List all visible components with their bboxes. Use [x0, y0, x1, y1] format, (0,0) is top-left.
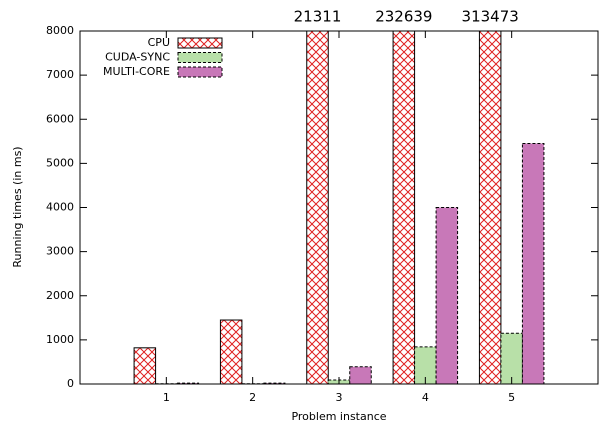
- bar: [478, 31, 502, 384]
- y-tick-label: 4000: [46, 201, 74, 214]
- x-tick-label: 3: [336, 391, 343, 404]
- legend-label: CPU: [148, 36, 170, 49]
- bar: [521, 143, 545, 384]
- y-tick-label: 5000: [46, 156, 74, 169]
- value-label: 21311: [294, 8, 342, 26]
- y-tick-label: 0: [67, 377, 74, 390]
- y-tick-label: 6000: [46, 112, 74, 125]
- x-tick-label: 4: [422, 391, 429, 404]
- legend-label: MULTI-CORE: [103, 65, 170, 78]
- value-label: 313473: [462, 8, 519, 26]
- y-tick-label: 7000: [46, 68, 74, 81]
- plot-frame: [79, 30, 599, 385]
- x-tick-label: 5: [508, 391, 515, 404]
- y-tick-label: 8000: [46, 24, 74, 37]
- bar: [133, 347, 157, 384]
- x-tick-label: 2: [249, 391, 256, 404]
- bar: [306, 31, 329, 384]
- x-axis-label: Problem instance: [291, 410, 386, 423]
- y-tick-label: 2000: [46, 289, 74, 302]
- bar: [392, 31, 416, 384]
- bar: [500, 332, 523, 384]
- legend-swatch: [177, 66, 223, 78]
- y-tick-label: 3000: [46, 245, 74, 258]
- legend-swatch: [177, 52, 223, 63]
- value-label: 232639: [375, 8, 432, 26]
- y-tick-label: 1000: [46, 333, 74, 346]
- legend-label: CUDA-SYNC: [105, 51, 170, 64]
- legend-swatch: [177, 37, 223, 49]
- x-tick-label: 1: [163, 391, 170, 404]
- y-axis-label: Running times (in ms): [11, 146, 24, 267]
- bar: [349, 366, 372, 384]
- plot-area: [133, 31, 545, 384]
- bar: [219, 319, 243, 384]
- bar: [435, 207, 459, 384]
